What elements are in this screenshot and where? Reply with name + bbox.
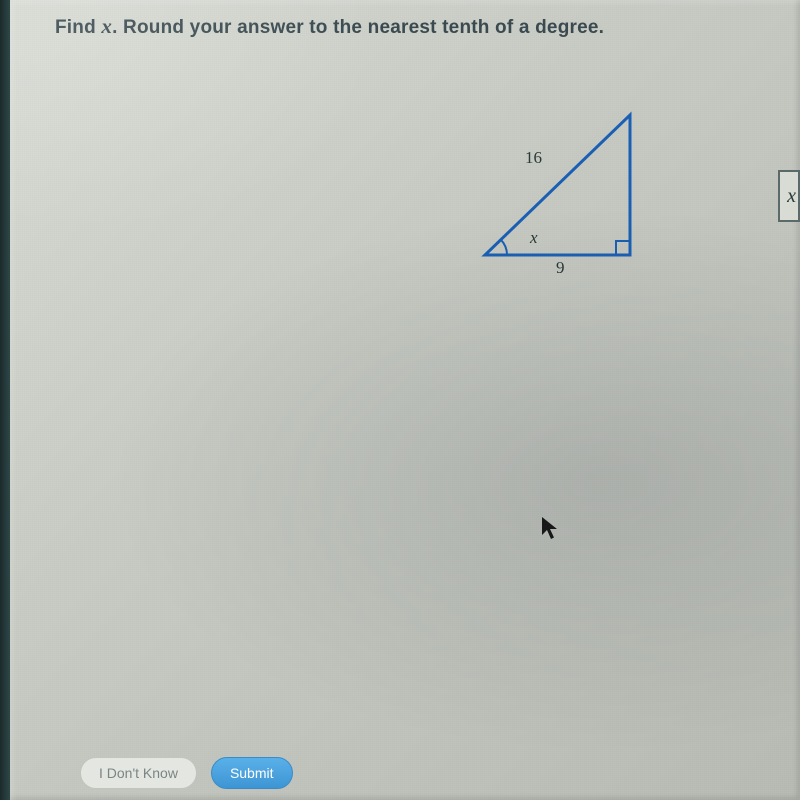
question-prompt: Find x. Round your answer to the nearest… [55, 14, 604, 39]
monitor-edge [0, 0, 10, 800]
question-suffix: . Round your answer to the nearest tenth… [112, 17, 604, 38]
question-variable: x [101, 14, 112, 38]
triangle-svg [470, 110, 670, 280]
idk-button-label: I Don't Know [99, 765, 178, 781]
cursor-icon [540, 515, 562, 546]
submit-button[interactable]: Submit [211, 757, 293, 789]
angle-marker [501, 240, 507, 255]
hypotenuse-label: 16 [525, 148, 542, 168]
question-prefix: Find [55, 17, 101, 38]
action-bar: I Don't Know Submit [10, 746, 800, 800]
angle-x-label: x [530, 228, 538, 248]
triangle-diagram: 16 x 9 [470, 110, 670, 280]
submit-button-label: Submit [230, 765, 274, 781]
screen-surface [10, 0, 800, 800]
answer-box-label: x [787, 185, 798, 208]
right-angle-marker [616, 241, 630, 255]
idk-button[interactable]: I Don't Know [80, 757, 197, 789]
triangle-outline [485, 115, 630, 255]
answer-input-box[interactable]: x [778, 170, 800, 222]
base-label: 9 [556, 258, 565, 278]
